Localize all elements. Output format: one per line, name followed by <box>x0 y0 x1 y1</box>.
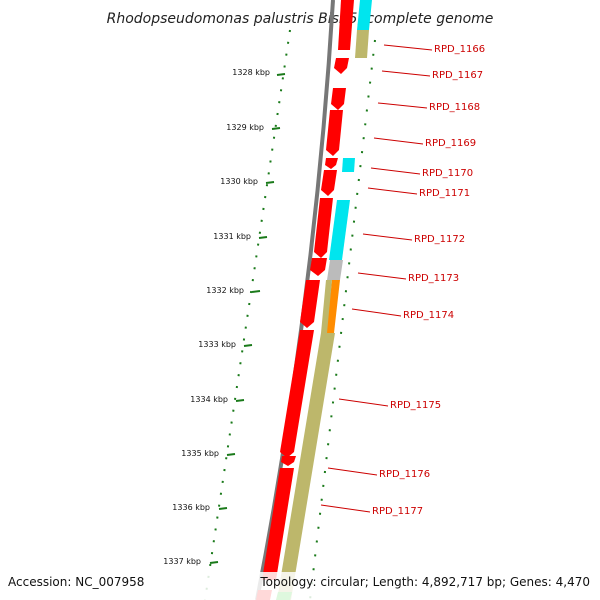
tick-label: 1337 kbp <box>163 557 201 566</box>
tick-label: 1333 kbp <box>198 340 236 349</box>
tick-label: 1335 kbp <box>181 449 219 458</box>
topology-text: Topology: circular; Length: 4,892,717 bp… <box>259 575 590 589</box>
gene-label: RPD_1172 <box>414 234 465 245</box>
accession-text: Accession: NC_007958 <box>8 575 144 589</box>
gene-label: RPD_1167 <box>432 70 483 81</box>
gene-labels: RPD_1166 RPD_1167 RPD_1168 RPD_1169 RPD_… <box>372 44 485 517</box>
inner-tick-arc <box>309 39 376 600</box>
footer-backdrop <box>0 572 600 600</box>
tick-label: 1328 kbp <box>232 68 270 77</box>
outer-tick-arc <box>204 29 291 600</box>
gene-label: RPD_1177 <box>372 506 423 517</box>
gene-label: RPD_1168 <box>429 102 480 113</box>
gene-label: RPD_1176 <box>379 469 430 480</box>
tick-label: 1329 kbp <box>226 123 264 132</box>
gene-leader-lines <box>320 44 433 513</box>
gene-label: RPD_1170 <box>422 168 473 179</box>
gene-label: RPD_1173 <box>408 273 459 284</box>
gene-label: RPD_1171 <box>419 188 470 199</box>
gene-label: RPD_1166 <box>434 44 485 55</box>
map-title: Rhodopseudomonas palustris BisB5, comple… <box>107 11 494 27</box>
tick-label: 1332 kbp <box>206 286 244 295</box>
gene-label: RPD_1169 <box>425 138 476 149</box>
tick-label: 1336 kbp <box>172 503 210 512</box>
tick-marks <box>209 73 286 564</box>
tick-label: 1334 kbp <box>190 395 228 404</box>
gene-label: RPD_1174 <box>403 310 454 321</box>
gene-label: RPD_1175 <box>390 400 441 411</box>
cds-track <box>256 0 354 600</box>
tick-label: 1330 kbp <box>220 177 258 186</box>
tick-label: 1331 kbp <box>213 232 251 241</box>
tick-labels: 1328 kbp 1329 kbp 1330 kbp 1331 kbp 1332… <box>163 68 270 566</box>
